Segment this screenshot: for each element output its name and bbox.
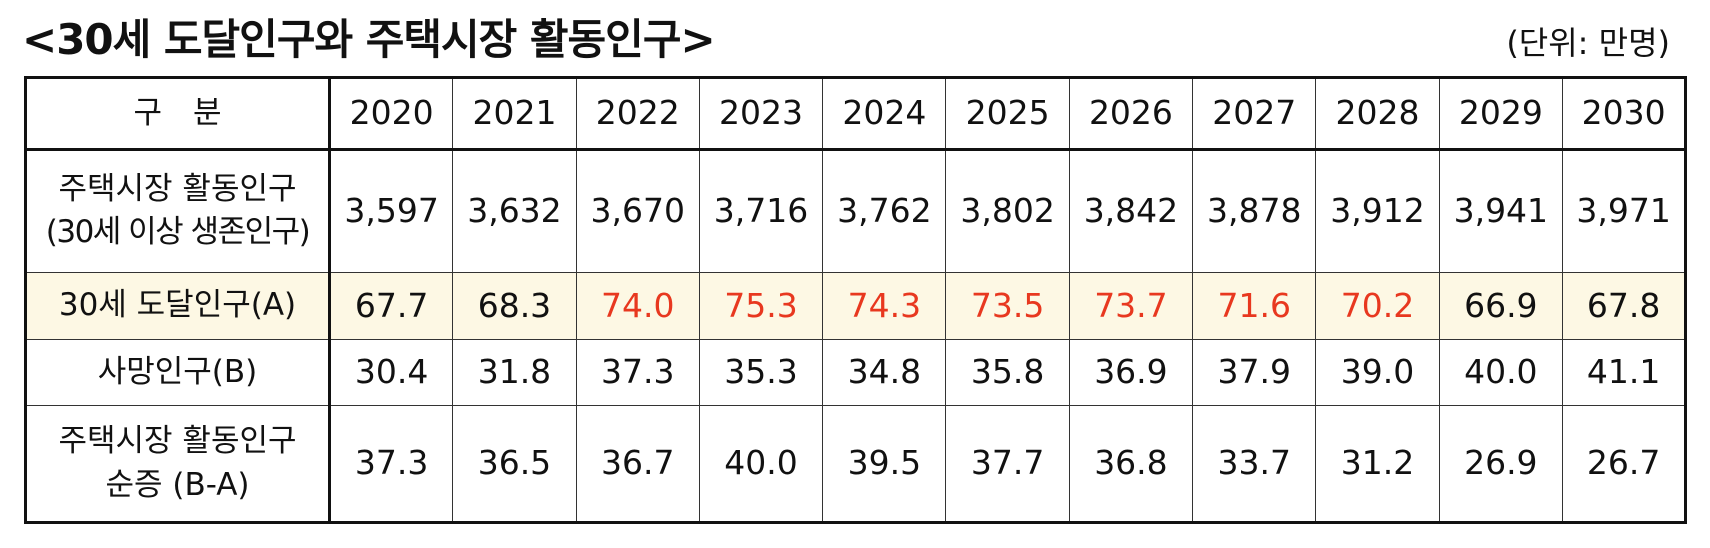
table-cell: 35.8 — [945, 338, 1070, 407]
row-label-line1: 주택시장 활동인구 — [58, 423, 297, 460]
table-cell: 3,941 — [1438, 149, 1563, 273]
year-header: 2024 — [822, 77, 947, 151]
table-title: <30세 도달인구와 주택시장 활동인구> — [22, 15, 716, 64]
table-cell: 3,971 — [1561, 149, 1687, 273]
table-cell: 33.7 — [1192, 405, 1317, 523]
table-cell: 3,912 — [1315, 149, 1440, 273]
year-header: 2029 — [1438, 77, 1563, 151]
header-label: 구 분 — [25, 77, 331, 151]
year-header: 2025 — [945, 77, 1070, 151]
table-cell-red: 73.7 — [1068, 271, 1194, 340]
row-label-line2: (30세 이상 생존인구) — [45, 214, 311, 251]
table-cell: 3,597 — [328, 149, 454, 273]
row-label: 30세 도달인구(A) — [25, 271, 331, 340]
table-cell: 39.0 — [1315, 338, 1440, 407]
table-cell: 3,802 — [945, 149, 1070, 273]
table-cell: 3,670 — [575, 149, 700, 273]
table-cell: 40.0 — [698, 405, 824, 523]
year-header: 2030 — [1561, 77, 1687, 151]
table-cell-red: 70.2 — [1315, 271, 1440, 340]
year-header: 2028 — [1315, 77, 1440, 151]
table-cell: 35.3 — [698, 338, 824, 407]
header-row: 구 분 2020 2021 2022 2023 2024 2025 2026 2… — [25, 77, 1687, 151]
table-cell-red: 75.3 — [698, 271, 824, 340]
table-cell: 3,632 — [452, 149, 577, 273]
table-cell: 67.8 — [1561, 271, 1687, 340]
year-header: 2022 — [575, 77, 700, 151]
table-cell: 68.3 — [452, 271, 577, 340]
table-row: 사망인구(B) 30.4 31.8 37.3 35.3 34.8 35.8 36… — [25, 338, 1687, 407]
year-header: 2026 — [1068, 77, 1194, 151]
row-label: 주택시장 활동인구 (30세 이상 생존인구) — [25, 149, 331, 273]
population-table: 구 분 2020 2021 2022 2023 2024 2025 2026 2… — [24, 76, 1688, 524]
table-cell: 37.3 — [575, 338, 700, 407]
table-cell: 36.9 — [1068, 338, 1194, 407]
table-cell: 31.8 — [452, 338, 577, 407]
table-cell: 26.7 — [1561, 405, 1687, 523]
table-cell: 36.7 — [575, 405, 700, 523]
table-cell: 66.9 — [1438, 271, 1563, 340]
table-cell: 37.3 — [328, 405, 454, 523]
table-cell-red: 74.3 — [822, 271, 947, 340]
year-header: 2023 — [698, 77, 824, 151]
row-label-line2: 순증 (B-A) — [105, 466, 250, 503]
row-label: 사망인구(B) — [25, 338, 331, 407]
table-cell: 41.1 — [1561, 338, 1687, 407]
table-cell: 37.9 — [1192, 338, 1317, 407]
year-header: 2027 — [1192, 77, 1317, 151]
table-row: 주택시장 활동인구 순증 (B-A) 37.3 36.5 36.7 40.0 3… — [25, 405, 1687, 523]
table-cell: 26.9 — [1438, 405, 1563, 523]
table-cell: 3,762 — [822, 149, 947, 273]
table-cell-red: 71.6 — [1192, 271, 1317, 340]
table-cell: 31.2 — [1315, 405, 1440, 523]
unit-label: (단위: 만명) — [1506, 24, 1670, 62]
year-header: 2021 — [452, 77, 577, 151]
table-cell: 36.5 — [452, 405, 577, 523]
table-cell: 3,878 — [1192, 149, 1317, 273]
table-cell: 3,716 — [698, 149, 824, 273]
table-cell: 37.7 — [945, 405, 1070, 523]
row-label-line1: 주택시장 활동인구 — [58, 171, 297, 208]
table-cell: 36.8 — [1068, 405, 1194, 523]
table-row: 주택시장 활동인구 (30세 이상 생존인구) 3,597 3,632 3,67… — [25, 149, 1687, 273]
table-cell-red: 74.0 — [575, 271, 700, 340]
row-label: 주택시장 활동인구 순증 (B-A) — [25, 405, 331, 523]
table-cell: 67.7 — [328, 271, 454, 340]
table-row-highlight: 30세 도달인구(A) 67.7 68.3 74.0 75.3 74.3 73.… — [25, 271, 1687, 340]
table-cell: 34.8 — [822, 338, 947, 407]
table-cell: 39.5 — [822, 405, 947, 523]
table-cell: 30.4 — [328, 338, 454, 407]
table-cell-red: 73.5 — [945, 271, 1070, 340]
table-cell: 3,842 — [1068, 149, 1194, 273]
year-header: 2020 — [328, 77, 454, 151]
table-cell: 40.0 — [1438, 338, 1563, 407]
